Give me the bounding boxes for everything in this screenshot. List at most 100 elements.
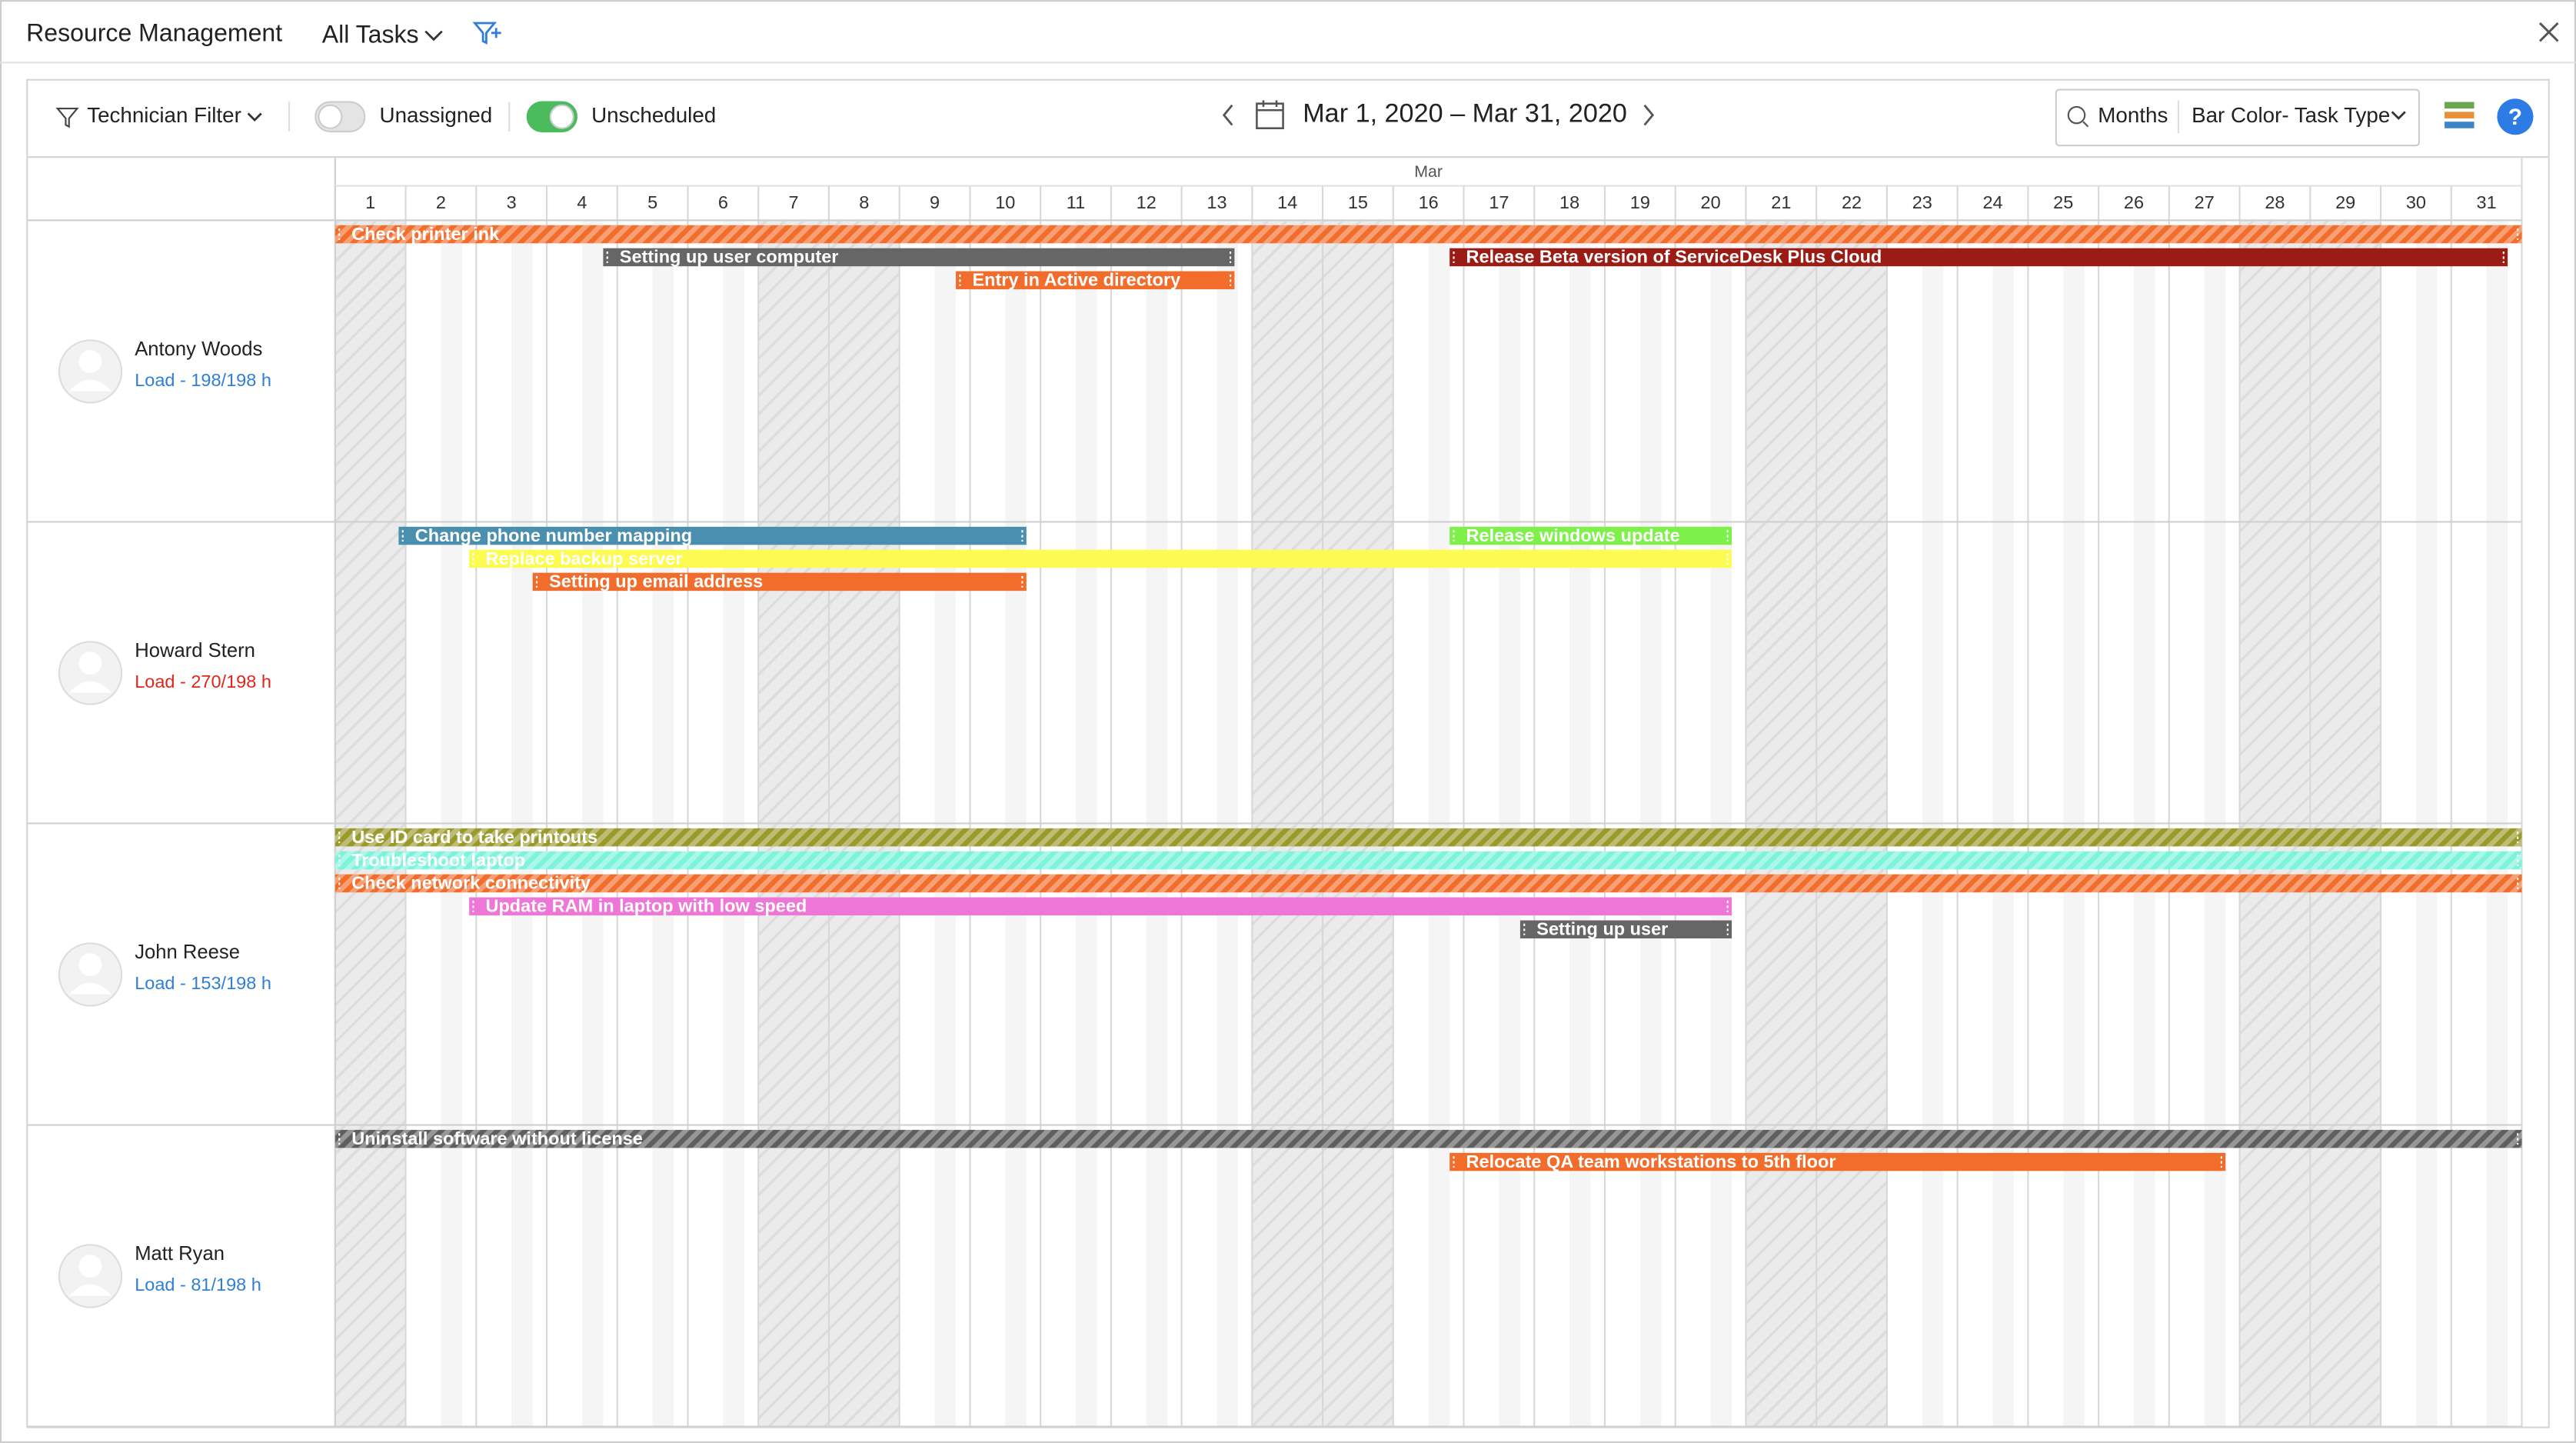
help-button[interactable] [2497, 98, 2534, 135]
header-title: Resource Management [26, 18, 282, 46]
day-label: 21 [1771, 192, 1791, 212]
task-bar[interactable] [1449, 526, 1732, 545]
toggle-knob [318, 104, 343, 129]
task-bar[interactable] [1519, 920, 1732, 939]
bar-label: Use ID card to take printouts [351, 827, 597, 847]
avatar-body [68, 379, 112, 392]
bar-stripes [334, 851, 2522, 870]
day-label: 5 [647, 192, 657, 212]
avatar-head [78, 652, 102, 675]
toggle-knob [549, 104, 574, 129]
timeline: 1 2 3 4 5 6 7 8 9 10 11 12 13 14 15 16 17 18 19 20 21 22 23 24 2… [28, 158, 2523, 1428]
day-label: 11 [1067, 192, 1085, 212]
day-label: 26 [2124, 192, 2144, 212]
zoom-select[interactable]: Months [2098, 103, 2168, 127]
bar-stripes [334, 1129, 2522, 1148]
bar-stripes [334, 874, 2522, 893]
bar-stripes [334, 225, 2522, 244]
filter-icon [55, 108, 79, 128]
help-icon: ? [2508, 105, 2522, 130]
bar-label: Uninstall software without license [351, 1128, 643, 1148]
day-label: 6 [718, 192, 728, 212]
task-bar[interactable] [1449, 1152, 2226, 1171]
prev-button[interactable] [1222, 104, 1233, 126]
bar-label: Setting up email address [549, 572, 763, 592]
bar-label: Replace backup server [485, 548, 682, 568]
day-label: 1 [365, 192, 375, 212]
date-range: Mar 1, 2020 – Mar 31, 2020 [1303, 99, 1627, 128]
day-label: 10 [995, 192, 1015, 212]
day-label: 25 [2053, 192, 2073, 212]
bar-label: Troubleshoot laptop [351, 850, 525, 870]
unassigned-toggle[interactable] [315, 101, 366, 133]
avatar-head [78, 1255, 102, 1278]
day-label: 27 [2195, 192, 2215, 212]
avatar-body [68, 982, 112, 995]
avatar-body [68, 1284, 112, 1296]
day-label: 31 [2477, 192, 2497, 212]
task-bar[interactable] [469, 549, 1732, 568]
technician-name: John Reese [135, 941, 240, 963]
chevron [2391, 111, 2406, 120]
unscheduled-toggle[interactable] [526, 101, 577, 133]
task-bar[interactable] [1449, 248, 2508, 267]
technician-load: Load - 198/198 h [135, 370, 271, 390]
day-label: 2 [436, 192, 446, 212]
day-label: 19 [1630, 192, 1650, 212]
bar-label: Release windows update [1466, 525, 1680, 545]
task-bar[interactable] [469, 897, 1732, 916]
day-label: 7 [789, 192, 799, 212]
bar-label: Setting up user computer [620, 247, 839, 267]
day-label: 12 [1137, 192, 1157, 212]
bar-label: Entry in Active directory [972, 270, 1180, 290]
avatar-body [68, 681, 112, 693]
bar-color-select[interactable]: Bar Color- Task Type [2192, 103, 2390, 127]
month-label: Mar [1414, 162, 1443, 181]
technician-name: Antony Woods [135, 338, 262, 360]
bar-label: Release Beta version of ServiceDesk Plus… [1466, 247, 1882, 267]
day-label: 30 [2406, 192, 2426, 212]
list-view-icon[interactable] [2445, 102, 2474, 128]
close-icon[interactable] [2538, 22, 2559, 42]
technician-load: Load - 270/198 h [135, 672, 271, 692]
calendar-icon[interactable] [1256, 100, 1284, 130]
day-label: 18 [1559, 192, 1579, 212]
day-label: 20 [1701, 192, 1721, 212]
bar-label: Setting up user [1536, 919, 1668, 939]
task-bar[interactable] [956, 271, 1235, 290]
bar-stripes [334, 828, 2522, 847]
day-label: 15 [1348, 192, 1368, 212]
day-label: 24 [1982, 192, 2002, 212]
view-options [2055, 88, 2421, 147]
zoom-icon [2067, 105, 2089, 128]
technician-filter[interactable]: Technician Filter [87, 103, 241, 127]
task-bar[interactable] [532, 572, 1027, 592]
view-select[interactable]: All Tasks [322, 21, 419, 48]
bar-label: Update RAM in laptop with low speed [485, 896, 807, 916]
bar-label: Relocate QA team workstations to 5th flo… [1466, 1151, 1836, 1171]
filter-add-icon[interactable] [472, 22, 501, 45]
day-label: 4 [577, 192, 587, 212]
next-button[interactable] [1643, 104, 1655, 126]
unscheduled-label: Unscheduled [591, 103, 716, 127]
avatar-head [78, 953, 102, 977]
bar-label: Check printer ink [351, 224, 500, 244]
technician-name: Matt Ryan [135, 1243, 225, 1265]
chevron [247, 112, 262, 122]
day-label: 22 [1842, 192, 1862, 212]
day-label: 14 [1277, 192, 1297, 212]
day-label: 8 [859, 192, 869, 212]
day-label: 9 [930, 192, 940, 212]
technician-name: Howard Stern [135, 640, 255, 662]
day-label: 16 [1419, 192, 1439, 212]
day-label: 28 [2265, 192, 2285, 212]
task-bar[interactable] [398, 526, 1027, 545]
unassigned-label: Unassigned [380, 103, 493, 127]
task-bar[interactable] [603, 248, 1235, 267]
day-label: 3 [507, 192, 517, 212]
day-label: 17 [1489, 192, 1509, 212]
bar-label: Change phone number mapping [415, 525, 692, 545]
day-label: 29 [2335, 192, 2355, 212]
